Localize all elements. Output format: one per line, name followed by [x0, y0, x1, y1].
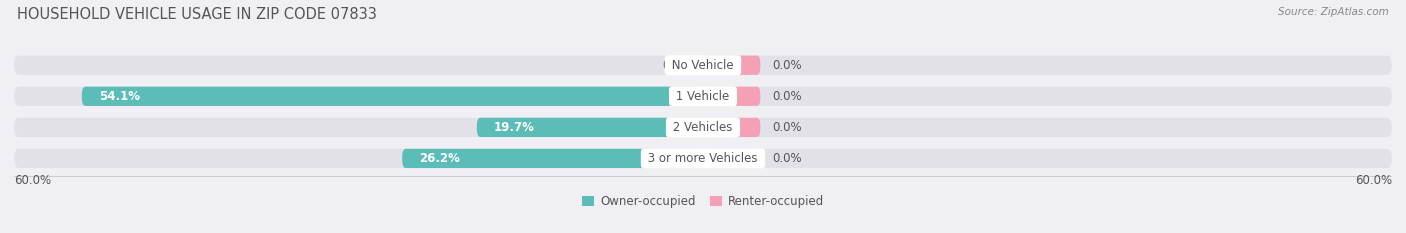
FancyBboxPatch shape — [402, 149, 703, 168]
Legend: Owner-occupied, Renter-occupied: Owner-occupied, Renter-occupied — [578, 190, 828, 212]
Text: Source: ZipAtlas.com: Source: ZipAtlas.com — [1278, 7, 1389, 17]
Text: 2 Vehicles: 2 Vehicles — [669, 121, 737, 134]
Text: HOUSEHOLD VEHICLE USAGE IN ZIP CODE 07833: HOUSEHOLD VEHICLE USAGE IN ZIP CODE 0783… — [17, 7, 377, 22]
Text: 19.7%: 19.7% — [494, 121, 534, 134]
Text: 60.0%: 60.0% — [14, 174, 51, 187]
Text: 3 or more Vehicles: 3 or more Vehicles — [644, 152, 762, 165]
Text: 1 Vehicle: 1 Vehicle — [672, 90, 734, 103]
Text: 0.0%: 0.0% — [772, 152, 801, 165]
FancyBboxPatch shape — [14, 56, 1392, 75]
Text: 0.0%: 0.0% — [772, 90, 801, 103]
Text: 60.0%: 60.0% — [1355, 174, 1392, 187]
FancyBboxPatch shape — [82, 87, 703, 106]
Text: 0.0%: 0.0% — [772, 59, 801, 72]
Text: 0.0%: 0.0% — [662, 59, 692, 72]
Text: 54.1%: 54.1% — [98, 90, 141, 103]
FancyBboxPatch shape — [703, 149, 761, 168]
FancyBboxPatch shape — [703, 118, 761, 137]
FancyBboxPatch shape — [703, 87, 761, 106]
Text: 26.2%: 26.2% — [419, 152, 460, 165]
FancyBboxPatch shape — [14, 149, 1392, 168]
FancyBboxPatch shape — [477, 118, 703, 137]
FancyBboxPatch shape — [14, 87, 1392, 106]
Text: No Vehicle: No Vehicle — [668, 59, 738, 72]
FancyBboxPatch shape — [14, 118, 1392, 137]
FancyBboxPatch shape — [703, 56, 761, 75]
Text: 0.0%: 0.0% — [772, 121, 801, 134]
